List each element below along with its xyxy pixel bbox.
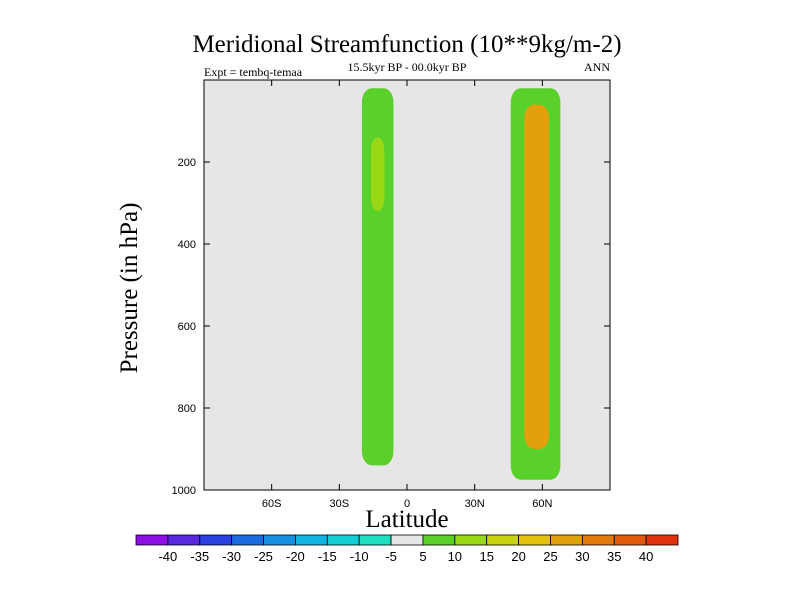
colorbar-label: 20 [511,549,525,564]
colorbar-box [326,534,360,546]
contour-region-equatorial-cell [395,88,421,228]
colorbar-label: -40 [158,549,177,564]
colorbar-label: 5 [419,549,426,564]
x-tick-label: 60S [262,498,282,510]
colorbar-label: 25 [543,549,557,564]
y-tick-label: 800 [178,403,196,415]
colorbar-label: -25 [254,549,273,564]
colorbar-label: 30 [575,549,589,564]
chart-title: Meridional Streamfunction (10**9kg/m-2) [192,31,621,58]
colorbar-box [358,534,392,546]
colorbar-box [581,534,615,546]
season-label: ANN [584,60,610,74]
y-tick-label: 200 [178,157,196,169]
colorbar-box [263,534,296,546]
colorbar-label: -10 [350,549,369,564]
x-tick-label: 0 [404,498,410,510]
x-axis-label: Latitude [365,506,448,533]
colorbar-label: -5 [385,549,397,564]
colorbar-label: 35 [607,549,621,564]
chart-subtitle: 15.5kyr BP - 00.0kyr BP [348,60,467,74]
contour-region-sh-westerly-cell [361,88,394,466]
plot-area [203,79,611,491]
colorbar-label: -30 [222,549,241,564]
x-tick-label: 60N [532,498,552,510]
colorbar-box [295,534,328,546]
y-tick-label: 400 [178,239,196,251]
colorbar-box [645,534,679,546]
colorbar-box [486,534,519,546]
colorbar-label: 10 [448,549,462,564]
colorbar-box [454,534,488,546]
y-tick-label: 1000 [172,485,196,497]
colorbar-box [390,534,424,546]
colorbar-box [422,534,456,546]
x-axis: 60S 30S 0 30N 60N [262,80,552,510]
y-axis-label: Pressure (in hPa) [116,203,143,374]
experiment-label: Expt = tembq-temaa [204,65,303,79]
contour-region-sh-westerly-core [370,137,385,212]
colorbar-label: -15 [318,549,337,564]
contour-region-sh-polar-cell-a [210,88,223,441]
colorbar-label: -20 [286,549,305,564]
x-tick-label: 30N [465,498,485,510]
colorbar: -40 -35 -30 -25 -20 -15 -10 -5 5 10 15 20 25 30 35 40 [135,534,679,564]
colorbar-box [231,534,264,546]
contour-field [210,88,572,480]
colorbar-box [135,534,169,546]
y-axis: 200 400 600 800 1000 [172,157,610,497]
colorbar-box [550,534,583,546]
colorbar-label: 15 [479,549,493,564]
contour-region-nh-ferrel-core [524,104,550,449]
contour-region-nh-polar-cell [564,88,572,400]
colorbar-box [613,534,647,546]
contour-region-sh-polar-cell-b [228,88,256,470]
contour-region-nh-tropical-cell [461,162,475,421]
y-tick-label: 600 [178,321,196,333]
colorbar-box [518,534,551,546]
colorbar-box [167,534,201,546]
colorbar-label: -35 [190,549,209,564]
colorbar-box [199,534,233,546]
x-tick-label: 30S [330,498,350,510]
colorbar-label: 40 [639,549,653,564]
